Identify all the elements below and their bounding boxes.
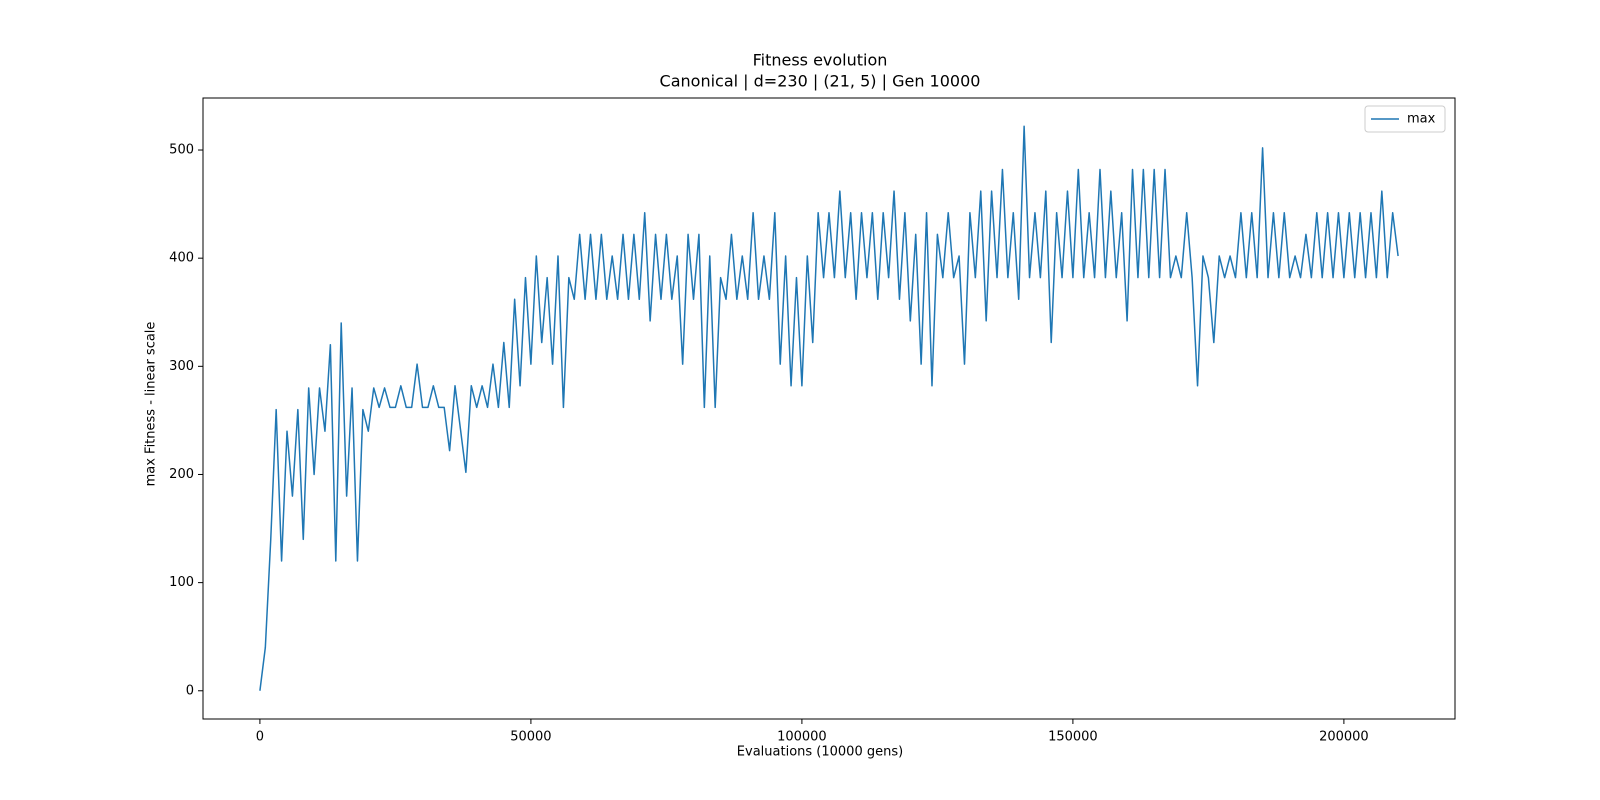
y-axis-label: max Fitness - linear scale [144,322,159,487]
y-tick-label: 500 [169,143,194,158]
y-tick-label: 100 [169,575,194,590]
x-tick-label: 100000 [777,730,827,745]
legend-label: max [1407,112,1436,127]
x-tick-label: 150000 [1048,730,1098,745]
y-tick-label: 400 [169,251,194,266]
legend-box [1364,105,1446,133]
x-tick-label: 50000 [510,730,551,745]
x-axis-label: Evaluations (10000 gens) [737,745,903,760]
line-series [259,125,1399,691]
x-tick-label: 0 [256,730,264,745]
plot-frame [202,97,1456,720]
chart-title: Fitness evolution [753,51,888,70]
chart-subtitle: Canonical | d=230 | (21, 5) | Gen 10000 [660,72,981,91]
x-tick-label: 200000 [1319,730,1369,745]
y-tick-label: 0 [186,683,194,698]
y-tick-label: 200 [169,467,194,482]
y-tick-label: 300 [169,359,194,374]
